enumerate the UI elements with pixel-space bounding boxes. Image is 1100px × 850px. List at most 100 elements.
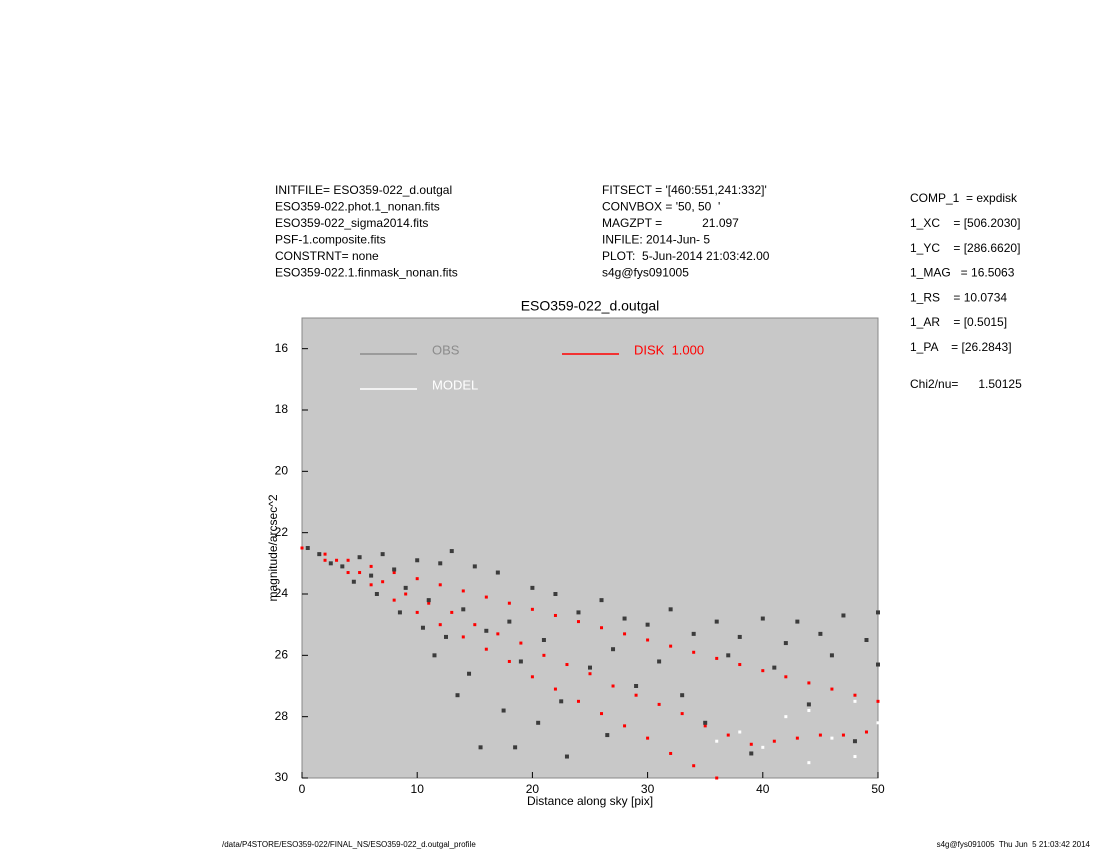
- data-point: [519, 641, 523, 645]
- data-point: [714, 619, 719, 624]
- data-point: [749, 742, 753, 746]
- data-point: [415, 610, 419, 614]
- plot-area: [301, 317, 879, 779]
- data-point: [507, 659, 511, 663]
- x-tick-label: 0: [299, 782, 306, 796]
- x-tick-label: 20: [526, 782, 540, 796]
- data-point: [784, 715, 788, 719]
- parameter-line: 1_RS = 10.0734: [910, 290, 1007, 304]
- data-point: [588, 672, 592, 676]
- data-point: [783, 641, 788, 646]
- data-point: [668, 607, 673, 612]
- data-point: [496, 632, 500, 636]
- data-point: [657, 702, 661, 706]
- y-tick-label: 24: [275, 586, 289, 600]
- data-point: [305, 546, 310, 550]
- data-point: [346, 558, 350, 562]
- data-point: [761, 745, 765, 749]
- y-tick-label: 18: [275, 402, 289, 416]
- data-point: [876, 721, 880, 725]
- data-point: [530, 585, 535, 590]
- data-point: [403, 585, 408, 590]
- data-point: [611, 647, 616, 652]
- data-point: [432, 653, 437, 658]
- data-point: [876, 699, 880, 703]
- data-point: [542, 653, 546, 657]
- data-point: [461, 589, 465, 593]
- data-point: [392, 598, 396, 602]
- data-point: [472, 564, 477, 569]
- data-point: [749, 751, 754, 756]
- y-axis-label: magnitude/arcsec^2: [266, 494, 280, 601]
- data-point: [795, 619, 800, 624]
- data-point: [852, 739, 857, 744]
- data-point: [495, 570, 500, 575]
- data-point: [692, 764, 696, 768]
- data-point: [715, 776, 719, 780]
- data-point: [807, 709, 811, 713]
- data-point: [864, 638, 869, 642]
- header-left-line: ESO359-022.phot.1_nonan.fits: [275, 200, 440, 214]
- data-point: [513, 745, 518, 750]
- data-point: [536, 720, 541, 725]
- header-middle-line: INFILE: 2014-Jun- 5: [602, 233, 710, 247]
- chi-square: Chi2/nu= 1.50125: [910, 377, 1022, 391]
- data-point: [473, 623, 477, 627]
- data-point: [853, 755, 857, 759]
- data-point: [830, 687, 834, 691]
- parameter-line: 1_YC = [286.6620]: [910, 241, 1020, 255]
- data-point: [553, 687, 557, 691]
- data-point: [622, 616, 627, 621]
- data-point: [380, 552, 385, 557]
- data-point: [680, 712, 684, 716]
- data-point: [455, 693, 460, 698]
- data-point: [841, 733, 845, 737]
- header-middle-line: MAGZPT = 21.097: [602, 216, 739, 230]
- data-point: [323, 558, 327, 562]
- data-point: [300, 546, 304, 550]
- data-point: [467, 671, 472, 676]
- data-point: [703, 720, 708, 725]
- data-point: [415, 558, 420, 563]
- data-point: [449, 549, 454, 554]
- data-point: [634, 693, 638, 697]
- data-point: [600, 626, 604, 630]
- data-point: [450, 610, 454, 614]
- data-point: [427, 601, 431, 605]
- data-point: [340, 564, 345, 569]
- data-point: [484, 628, 489, 633]
- data-point: [559, 699, 564, 704]
- x-tick-label: 30: [641, 782, 655, 796]
- x-axis-label: Distance along sky [pix]: [527, 794, 653, 808]
- data-point: [599, 598, 604, 603]
- header-middle-line: s4g@fys091005: [602, 266, 689, 280]
- parameter-line: 1_AR = [0.5015]: [910, 315, 1007, 329]
- data-point: [507, 619, 512, 624]
- data-point: [346, 571, 350, 575]
- data-point: [317, 552, 322, 557]
- data-point: [726, 653, 731, 658]
- header-middle-line: FITSECT = '[460:551,241:332]': [602, 183, 767, 197]
- legend-label: OBS: [432, 342, 460, 357]
- data-point: [351, 579, 356, 584]
- data-point: [426, 598, 431, 603]
- data-point: [444, 634, 448, 639]
- data-point: [565, 663, 569, 667]
- data-point: [576, 699, 580, 703]
- footer-left: /data/P4STORE/ESO359-022/FINAL_NS/ESO359…: [222, 840, 476, 849]
- data-point: [691, 631, 696, 636]
- y-tick-label: 16: [275, 341, 289, 355]
- data-point: [461, 607, 466, 612]
- x-tick-label: 50: [871, 782, 885, 796]
- parameter-line: 1_MAG = 16.5063: [910, 266, 1015, 280]
- data-point: [807, 761, 811, 765]
- data-point: [392, 567, 397, 572]
- data-point: [358, 571, 362, 575]
- data-point: [772, 665, 777, 670]
- data-point: [392, 571, 396, 575]
- data-point: [795, 736, 799, 740]
- data-point: [438, 583, 442, 587]
- header-left-line: PSF-1.composite.fits: [275, 233, 386, 247]
- data-point: [760, 616, 765, 621]
